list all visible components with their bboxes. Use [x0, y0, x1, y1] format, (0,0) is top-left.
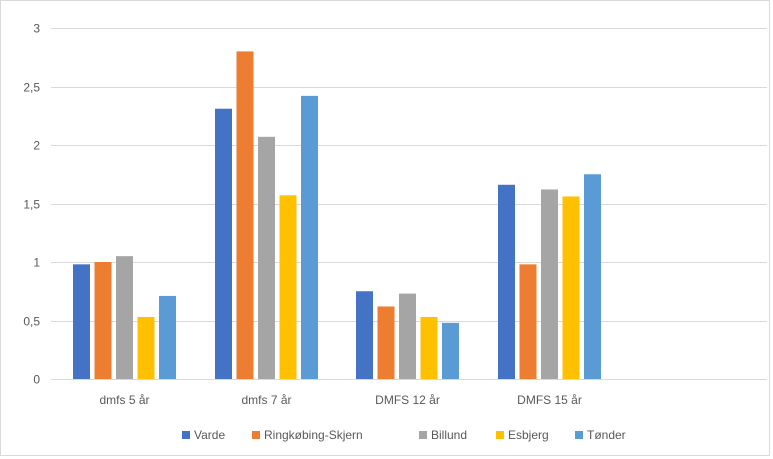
- legend-label: Esbjerg: [508, 428, 549, 442]
- legend-label: Billund: [431, 428, 467, 442]
- x-tick-label: dmfs 7 år: [241, 393, 291, 407]
- legend-swatch: [252, 431, 260, 439]
- bar-billund-3: [399, 293, 416, 379]
- x-tick-label: dmfs 5 år: [99, 393, 149, 407]
- bar-billund-2: [258, 136, 275, 379]
- bar-esbjerg-2: [279, 195, 297, 379]
- bar-varde-4: [498, 184, 515, 379]
- bar-varde-3: [356, 291, 373, 379]
- bars: [73, 51, 601, 380]
- bar-esbjerg-1: [137, 316, 155, 379]
- y-tick-label: 2: [33, 139, 40, 153]
- bar-billund-4: [541, 189, 558, 379]
- x-axis-tick-labels: dmfs 5 år dmfs 7 år DMFS 12 år DMFS 15 år: [99, 393, 581, 407]
- bar-ringk-bing-skjern-1: [94, 262, 112, 379]
- legend-swatch: [575, 431, 583, 439]
- legend: Varde Ringkøbing-Skjern Billund Esbjerg Tønd…: [182, 428, 626, 442]
- y-tick-label: 3: [33, 22, 40, 36]
- y-tick-label: 1,5: [23, 198, 40, 212]
- bar-billund-1: [116, 256, 133, 379]
- y-tick-label: 0: [33, 373, 40, 387]
- y-tick-label: 2,5: [23, 81, 40, 95]
- legend-label: Ringkøbing-Skjern: [264, 428, 363, 442]
- bar-ringk-bing-skjern-2: [236, 51, 254, 380]
- legend-swatch: [419, 431, 427, 439]
- bar-t-nder-4: [584, 174, 601, 379]
- bar-t-nder-2: [301, 95, 318, 380]
- legend-swatch: [496, 431, 504, 439]
- x-tick-label: DMFS 12 år: [375, 393, 440, 407]
- y-tick-label: 1: [33, 256, 40, 270]
- bar-t-nder-1: [159, 295, 176, 379]
- bar-ringk-bing-skjern-3: [377, 306, 395, 379]
- legend-label: Varde: [194, 428, 225, 442]
- y-axis-tick-labels: 0 0,5 1 1,5 2 2,5 3: [23, 22, 40, 387]
- x-tick-label: DMFS 15 år: [517, 393, 582, 407]
- bar-esbjerg-4: [562, 196, 580, 379]
- bar-t-nder-3: [442, 322, 459, 379]
- legend-swatch: [182, 431, 190, 439]
- legend-label: Tønder: [587, 428, 626, 442]
- bar-varde-2: [215, 108, 232, 379]
- bar-esbjerg-3: [420, 316, 438, 379]
- bar-ringk-bing-skjern-4: [519, 264, 537, 379]
- y-tick-label: 0,5: [23, 315, 40, 329]
- bar-varde-1: [73, 264, 90, 379]
